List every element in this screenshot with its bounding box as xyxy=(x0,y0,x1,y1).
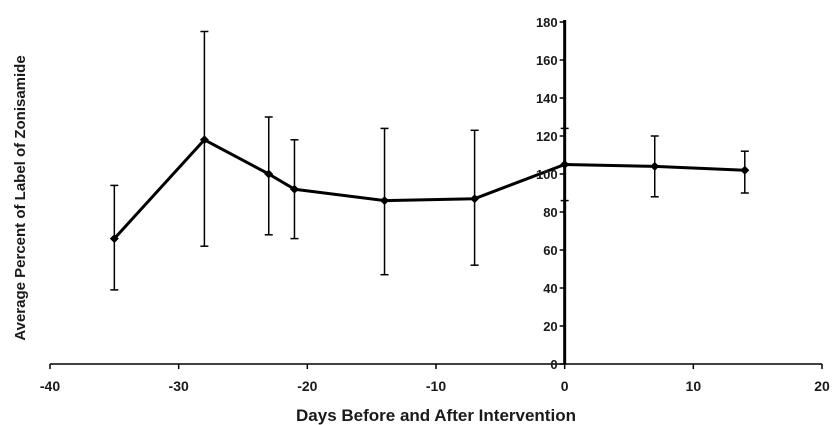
data-point-marker xyxy=(560,160,570,169)
y-tick-label: 0 xyxy=(550,357,557,372)
x-tick-label: 0 xyxy=(561,378,569,394)
x-axis-title: Days Before and After Intervention xyxy=(296,406,576,425)
data-point-marker xyxy=(264,169,274,179)
y-tick-label: 140 xyxy=(536,91,558,106)
series-line xyxy=(113,138,745,240)
tick-labels: -40 -30 -20 -10 0 10 20 0 20 40 60 80 100 120 140 160 18… xyxy=(40,15,830,394)
y-tick-label: 180 xyxy=(536,15,558,30)
y-tick-label: 40 xyxy=(543,281,557,296)
x-tick-label: 10 xyxy=(686,378,702,394)
data-point-marker xyxy=(740,165,750,175)
y-tick-label: 60 xyxy=(543,243,557,258)
y-tick-label: 160 xyxy=(536,53,558,68)
y-tick-label: 20 xyxy=(543,319,557,334)
x-tick-label: -20 xyxy=(297,378,317,394)
x-tick-label: -30 xyxy=(169,378,189,394)
y-tick-label: 80 xyxy=(543,205,557,220)
y-tick-label: 120 xyxy=(536,129,558,144)
x-tick-label: -10 xyxy=(426,378,446,394)
x-tick-label: -40 xyxy=(40,378,60,394)
data-point-marker xyxy=(289,184,299,194)
data-point-marker xyxy=(380,196,390,206)
error-bars xyxy=(110,30,749,291)
data-point-marker xyxy=(199,135,209,145)
series-line-group xyxy=(113,138,745,240)
x-tick-label: 20 xyxy=(814,378,830,394)
point-markers xyxy=(109,135,750,244)
y-tick-label: 100 xyxy=(536,167,558,182)
data-point-marker xyxy=(109,234,119,244)
y-axis-title: Average Percent of Label of Zonisamide xyxy=(12,55,29,340)
axes xyxy=(49,20,823,369)
data-point-marker xyxy=(650,161,660,171)
data-point-marker xyxy=(470,194,480,204)
